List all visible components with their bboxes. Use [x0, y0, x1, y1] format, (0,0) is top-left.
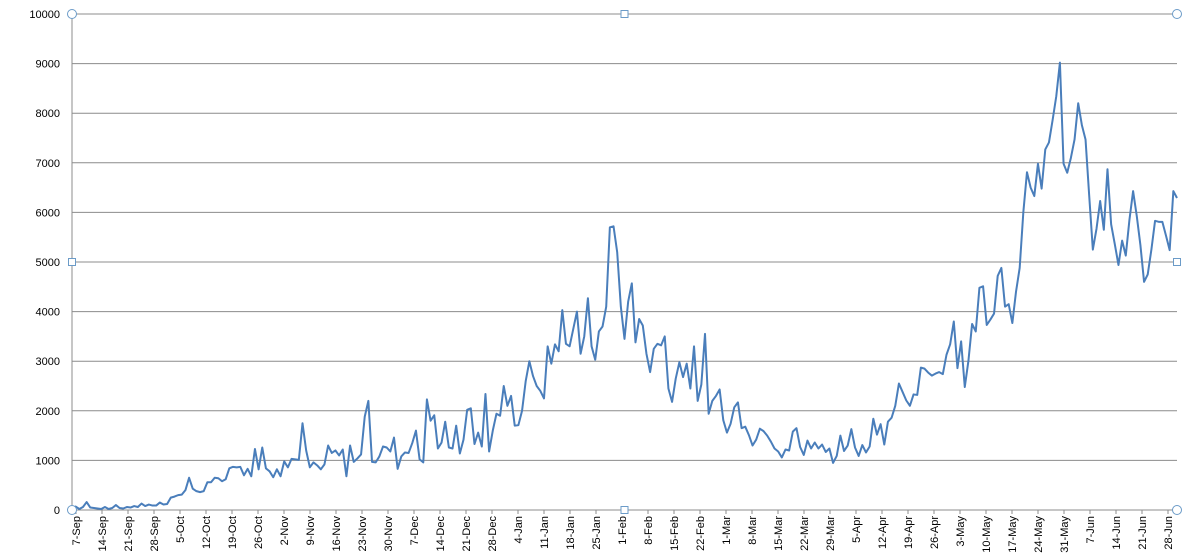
series-layer — [71, 61, 1178, 511]
x-tick-label: 14-Dec — [435, 516, 447, 552]
x-tick-label: 8-Mar — [747, 516, 759, 545]
side-resize-handle-bottom-middle[interactable] — [620, 506, 629, 514]
x-tick-label: 31-May — [1059, 516, 1071, 553]
x-tick-label: 2-Nov — [279, 516, 291, 546]
x-tick-label: 18-Jan — [565, 516, 577, 550]
x-tick-label: 12-Oct — [201, 516, 213, 549]
x-tick-label: 26-Oct — [253, 516, 265, 549]
x-tick-label: 7-Jun — [1085, 516, 1097, 544]
corner-resize-handle-top-left[interactable] — [67, 9, 77, 19]
x-axis-tick-labels: 7-Sep 14-Sep 21-Sep 28-Sep 5-Oct 12-Oct 19-Oct… — [71, 510, 1175, 553]
y-tick-label: 9000 — [36, 59, 60, 71]
x-tick-label: 1-Mar — [721, 516, 733, 545]
x-tick-label: 3-May — [955, 516, 967, 547]
corner-resize-handle-top-right[interactable] — [1172, 9, 1182, 19]
y-tick-label: 5000 — [36, 257, 60, 269]
x-tick-label: 7-Dec — [409, 516, 421, 546]
x-tick-label: 21-Dec — [461, 516, 473, 552]
x-tick-label: 14-Jun — [1111, 516, 1123, 550]
series-line — [71, 61, 1178, 511]
x-tick-label: 11-Jan — [539, 516, 551, 549]
corner-resize-handle-bottom-right[interactable] — [1172, 505, 1182, 515]
x-tick-label: 9-Nov — [305, 516, 317, 546]
x-tick-label: 4-Jan — [513, 516, 525, 544]
x-tick-label: 19-Oct — [227, 516, 239, 549]
gridlines — [72, 13, 1177, 511]
y-tick-label: 1000 — [36, 455, 60, 467]
x-tick-label: 28-Jun — [1163, 516, 1175, 550]
x-tick-label: 15-Feb — [669, 516, 681, 551]
x-tick-label: 24-May — [1033, 516, 1045, 553]
x-tick-label: 21-Sep — [123, 516, 135, 551]
x-tick-label: 30-Nov — [383, 516, 395, 552]
y-tick-label: 3000 — [36, 356, 60, 368]
x-tick-label: 23-Nov — [357, 516, 369, 552]
x-tick-label: 12-Apr — [877, 516, 889, 549]
y-tick-label: 2000 — [36, 406, 60, 418]
x-tick-label: 29-Mar — [825, 516, 837, 551]
x-tick-label: 19-Apr — [903, 516, 915, 549]
x-tick-label: 14-Sep — [97, 516, 109, 551]
x-tick-label: 7-Sep — [71, 516, 83, 545]
x-tick-label: 1-Feb — [617, 516, 629, 545]
x-tick-label: 17-May — [1007, 516, 1019, 553]
side-resize-handle-right-middle[interactable] — [1173, 258, 1181, 266]
y-axis-tick-labels: 0 1000 2000 3000 4000 5000 6000 7000 8000 9000 100… — [29, 9, 60, 517]
y-tick-label: 6000 — [36, 207, 60, 219]
x-tick-label: 5-Apr — [851, 516, 863, 543]
side-resize-handle-left-middle[interactable] — [68, 258, 76, 266]
y-tick-label: 10000 — [29, 9, 60, 21]
x-tick-label: 22-Feb — [695, 516, 707, 551]
x-tick-label: 26-Apr — [929, 516, 941, 549]
x-tick-label: 28-Dec — [487, 516, 499, 552]
x-tick-label: 28-Sep — [149, 516, 161, 551]
x-tick-label: 8-Feb — [643, 516, 655, 545]
side-resize-handle-top-middle[interactable] — [620, 10, 629, 18]
corner-resize-handle-bottom-left[interactable] — [67, 505, 77, 515]
x-tick-label: 21-Jun — [1137, 516, 1149, 550]
x-tick-label: 22-Mar — [799, 516, 811, 551]
selection-handles[interactable] — [67, 9, 1182, 515]
x-tick-label: 16-Nov — [331, 516, 343, 552]
x-tick-label: 15-Mar — [773, 516, 785, 551]
x-tick-label: 25-Jan — [591, 516, 603, 550]
x-tick-label: 10-May — [981, 516, 993, 553]
y-tick-label: 8000 — [36, 108, 60, 120]
y-tick-label: 0 — [54, 505, 60, 517]
y-tick-label: 4000 — [36, 307, 60, 319]
y-tick-label: 7000 — [36, 158, 60, 170]
x-tick-label: 5-Oct — [175, 516, 187, 543]
